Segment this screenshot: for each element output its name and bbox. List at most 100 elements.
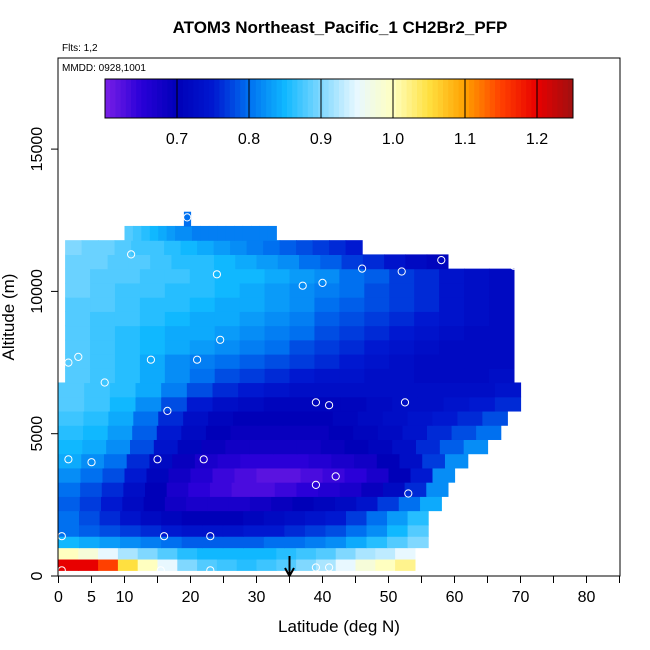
- heatmap-cell: [315, 382, 342, 398]
- heatmap-cell: [58, 536, 80, 549]
- colorbar-segment: [401, 79, 408, 118]
- heatmap-cell: [191, 225, 201, 241]
- heatmap-cell: [139, 282, 166, 298]
- heatmap-cell: [181, 524, 203, 537]
- heatmap-cell: [139, 311, 166, 327]
- heatmap-cell: [153, 439, 179, 455]
- heatmap-cell: [304, 510, 327, 526]
- heatmap-cell: [90, 297, 116, 312]
- colorbar-segment: [422, 79, 428, 118]
- heatmap-cell: [325, 536, 347, 549]
- heatmap-cell: [161, 510, 183, 526]
- heatmap-cell: [387, 524, 409, 537]
- heatmap-cell: [282, 410, 309, 426]
- heatmap-cell: [414, 268, 440, 284]
- heatmap-cell: [264, 297, 291, 312]
- heatmap-cell: [239, 354, 266, 369]
- heatmap-cell: [407, 524, 429, 537]
- heatmap-cell: [79, 536, 101, 549]
- heatmap-cell: [439, 268, 465, 284]
- heatmap-cell: [320, 439, 346, 455]
- colorbar-segment: [567, 79, 574, 118]
- heatmap-cell: [289, 297, 316, 312]
- heatmap-cell: [214, 311, 241, 327]
- heatmap-cell: [135, 382, 162, 398]
- heatmap-cell: [177, 439, 203, 455]
- heatmap-cell: [157, 547, 178, 560]
- heatmap-cell: [488, 325, 515, 341]
- heatmap-cell: [407, 510, 429, 526]
- heatmap-cell: [271, 496, 294, 512]
- heatmap-cell: [158, 410, 184, 426]
- heatmap-cell: [109, 382, 137, 398]
- heatmap-cell: [256, 467, 280, 483]
- heatmap-cell: [361, 482, 384, 497]
- heatmap-cell: [120, 536, 142, 549]
- colorbar-segment: [131, 79, 137, 118]
- colorbar-segment: [141, 79, 148, 118]
- heatmap-cell: [279, 240, 297, 255]
- heatmap-cell: [427, 425, 453, 440]
- heatmap-cell: [137, 547, 159, 560]
- heatmap-cell: [439, 439, 465, 455]
- heatmap-cell: [239, 325, 266, 341]
- heatmap-cell: [208, 410, 234, 426]
- heatmap-cell: [426, 482, 449, 497]
- heatmap-cell: [58, 558, 79, 571]
- sample-point: [318, 278, 327, 287]
- heatmap-cell: [494, 382, 522, 398]
- heatmap-cell: [181, 510, 203, 526]
- heatmap-cell: [389, 325, 415, 341]
- colorbar-segment: [245, 79, 252, 118]
- heatmap-cell: [180, 240, 198, 255]
- heatmap-cell: [101, 482, 124, 497]
- heatmap-cell: [339, 368, 365, 384]
- heatmap-cell: [339, 354, 365, 369]
- heatmap-cell: [131, 240, 149, 255]
- heatmap-cell: [164, 325, 191, 341]
- heatmap-cell: [296, 240, 314, 255]
- heatmap-cell: [65, 325, 91, 341]
- heatmap-cell: [339, 297, 365, 312]
- heatmap-cell: [197, 558, 218, 571]
- sample-point: [160, 532, 169, 541]
- x-tick-label: 40: [314, 589, 332, 606]
- heatmap-cell: [238, 396, 265, 412]
- heatmap-cell: [214, 339, 241, 355]
- heatmap-cell: [366, 524, 388, 537]
- x-tick-label: 70: [512, 589, 530, 606]
- heatmap-cell: [122, 496, 145, 512]
- y-tick-label: 15000: [29, 127, 46, 172]
- heatmap-cell: [90, 368, 116, 384]
- heatmap-cell: [161, 396, 188, 412]
- heatmap-cell: [263, 382, 291, 398]
- colorbar-segment: [526, 79, 532, 118]
- heatmap-cell: [83, 410, 109, 426]
- colorbar-segment: [183, 79, 189, 118]
- heatmap-cell: [464, 325, 490, 341]
- colorbar-segment: [146, 79, 153, 118]
- colorbar-segment: [443, 79, 449, 118]
- heatmap-cell: [457, 410, 483, 426]
- heatmap-cell: [292, 496, 315, 512]
- colorbar-segment: [307, 79, 314, 118]
- heatmap-cell: [231, 482, 254, 497]
- heatmap-cell: [320, 254, 343, 270]
- heatmap-cell: [432, 467, 456, 483]
- heatmap-cell: [139, 268, 166, 284]
- colorbar-frame: [104, 78, 574, 119]
- heatmap-cell: [114, 311, 141, 327]
- x-tick-label: 5: [87, 589, 96, 606]
- heatmap-cell: [364, 268, 390, 284]
- heatmap-cell: [58, 396, 85, 412]
- heatmap-cell: [58, 425, 84, 440]
- heatmap-cell: [364, 368, 390, 384]
- heatmap-cell: [228, 496, 251, 512]
- sample-markers: [57, 213, 532, 575]
- heatmap-cell: [414, 311, 440, 327]
- heatmap-cell: [339, 311, 365, 327]
- colorbar-segment: [458, 79, 465, 118]
- heatmap-cell: [417, 382, 445, 398]
- heatmap-cell: [328, 425, 354, 440]
- heatmap-cell: [242, 225, 252, 241]
